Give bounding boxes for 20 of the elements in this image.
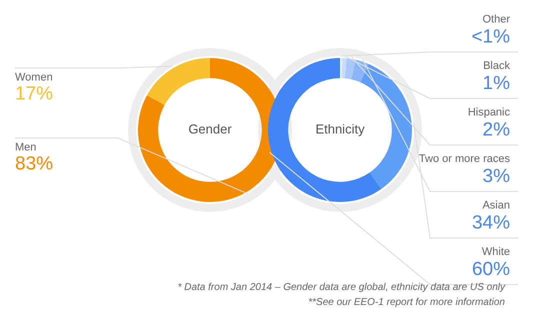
text: Ethnicity [315,122,366,137]
data-label: 60% [472,259,510,280]
slice-label: Women [15,72,53,84]
slice-label: Asian [482,200,510,212]
text: * Data from Jan 2014 – Gender data are global, ethnicity data are US only [178,282,506,293]
data-label: 17% [15,84,54,105]
data-label: 83% [15,154,54,175]
slice-label: Black [483,60,510,72]
slice-label: Two or more races [418,153,510,166]
data-label: 3% [482,166,510,188]
slice-label: Men [15,142,36,154]
slice-label: Other [482,14,510,26]
slice-label: White [482,246,510,258]
text: **See our EEO-1 report for more information [308,297,506,308]
text: Gender [188,122,232,137]
data-label: 1% [482,73,510,94]
data-label: <1% [471,26,510,48]
slice-label: Hispanic [468,106,510,119]
data-label: 34% [472,212,510,234]
data-label: 2% [482,120,510,141]
